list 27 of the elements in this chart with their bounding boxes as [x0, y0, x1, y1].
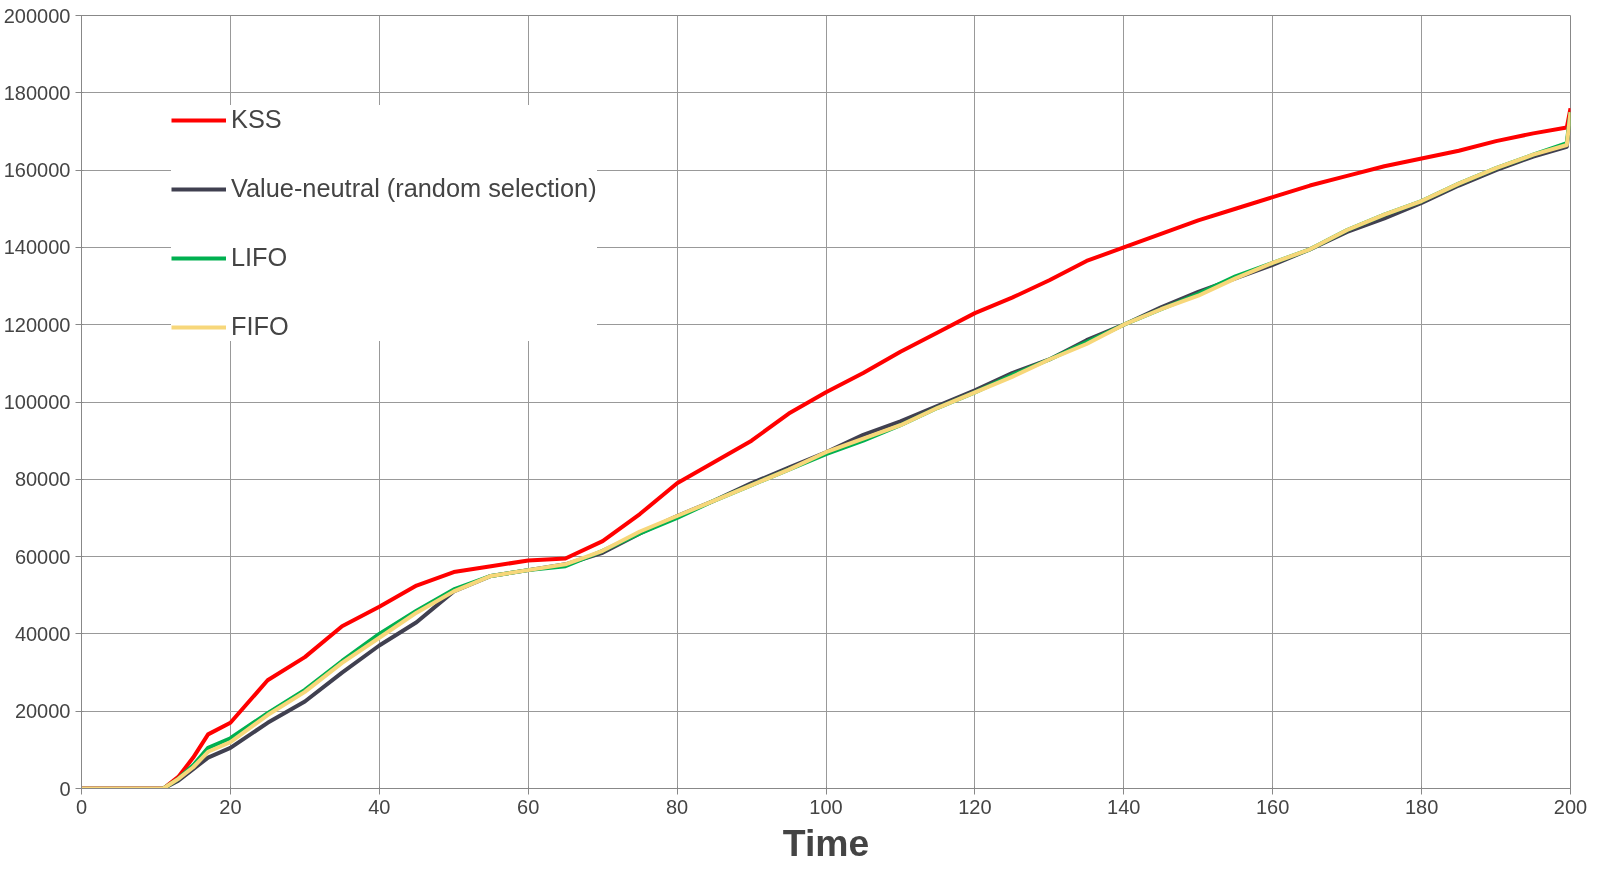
- y-tick-label: 140000: [3, 236, 71, 259]
- y-tick-label: 160000: [3, 159, 71, 182]
- y-tick-label: 120000: [3, 313, 71, 336]
- y-tick-label: 40000: [14, 622, 71, 645]
- x-tick-label: 140: [1107, 795, 1141, 818]
- y-tick-label: 180000: [3, 81, 71, 104]
- y-tick-label: 0: [59, 777, 71, 800]
- y-tick-label: 20000: [14, 700, 71, 723]
- legend-label: Value-neutral (random selection): [231, 174, 597, 203]
- y-tick-label: 100000: [3, 391, 71, 413]
- legend-label: KSS: [231, 105, 282, 134]
- legend-label: LIFO: [231, 243, 288, 272]
- x-tick-label: 60: [517, 795, 540, 818]
- x-tick-label: 20: [219, 795, 242, 818]
- x-tick-label: 0: [75, 795, 88, 818]
- x-tick-label: 40: [368, 795, 391, 818]
- x-axis-title: Time: [782, 821, 870, 864]
- y-tick-label: 80000: [14, 468, 71, 491]
- x-tick-label: 200: [1553, 795, 1588, 818]
- legend-label: FIFO: [231, 312, 289, 341]
- x-tick-label: 160: [1256, 795, 1290, 818]
- y-tick-label: 200000: [3, 4, 71, 27]
- y-tick-label: 60000: [14, 545, 71, 568]
- x-tick-label: 180: [1404, 795, 1439, 818]
- x-tick-label: 120: [958, 795, 992, 818]
- x-tick-label: 100: [809, 795, 843, 818]
- x-tick-label: 80: [665, 795, 689, 818]
